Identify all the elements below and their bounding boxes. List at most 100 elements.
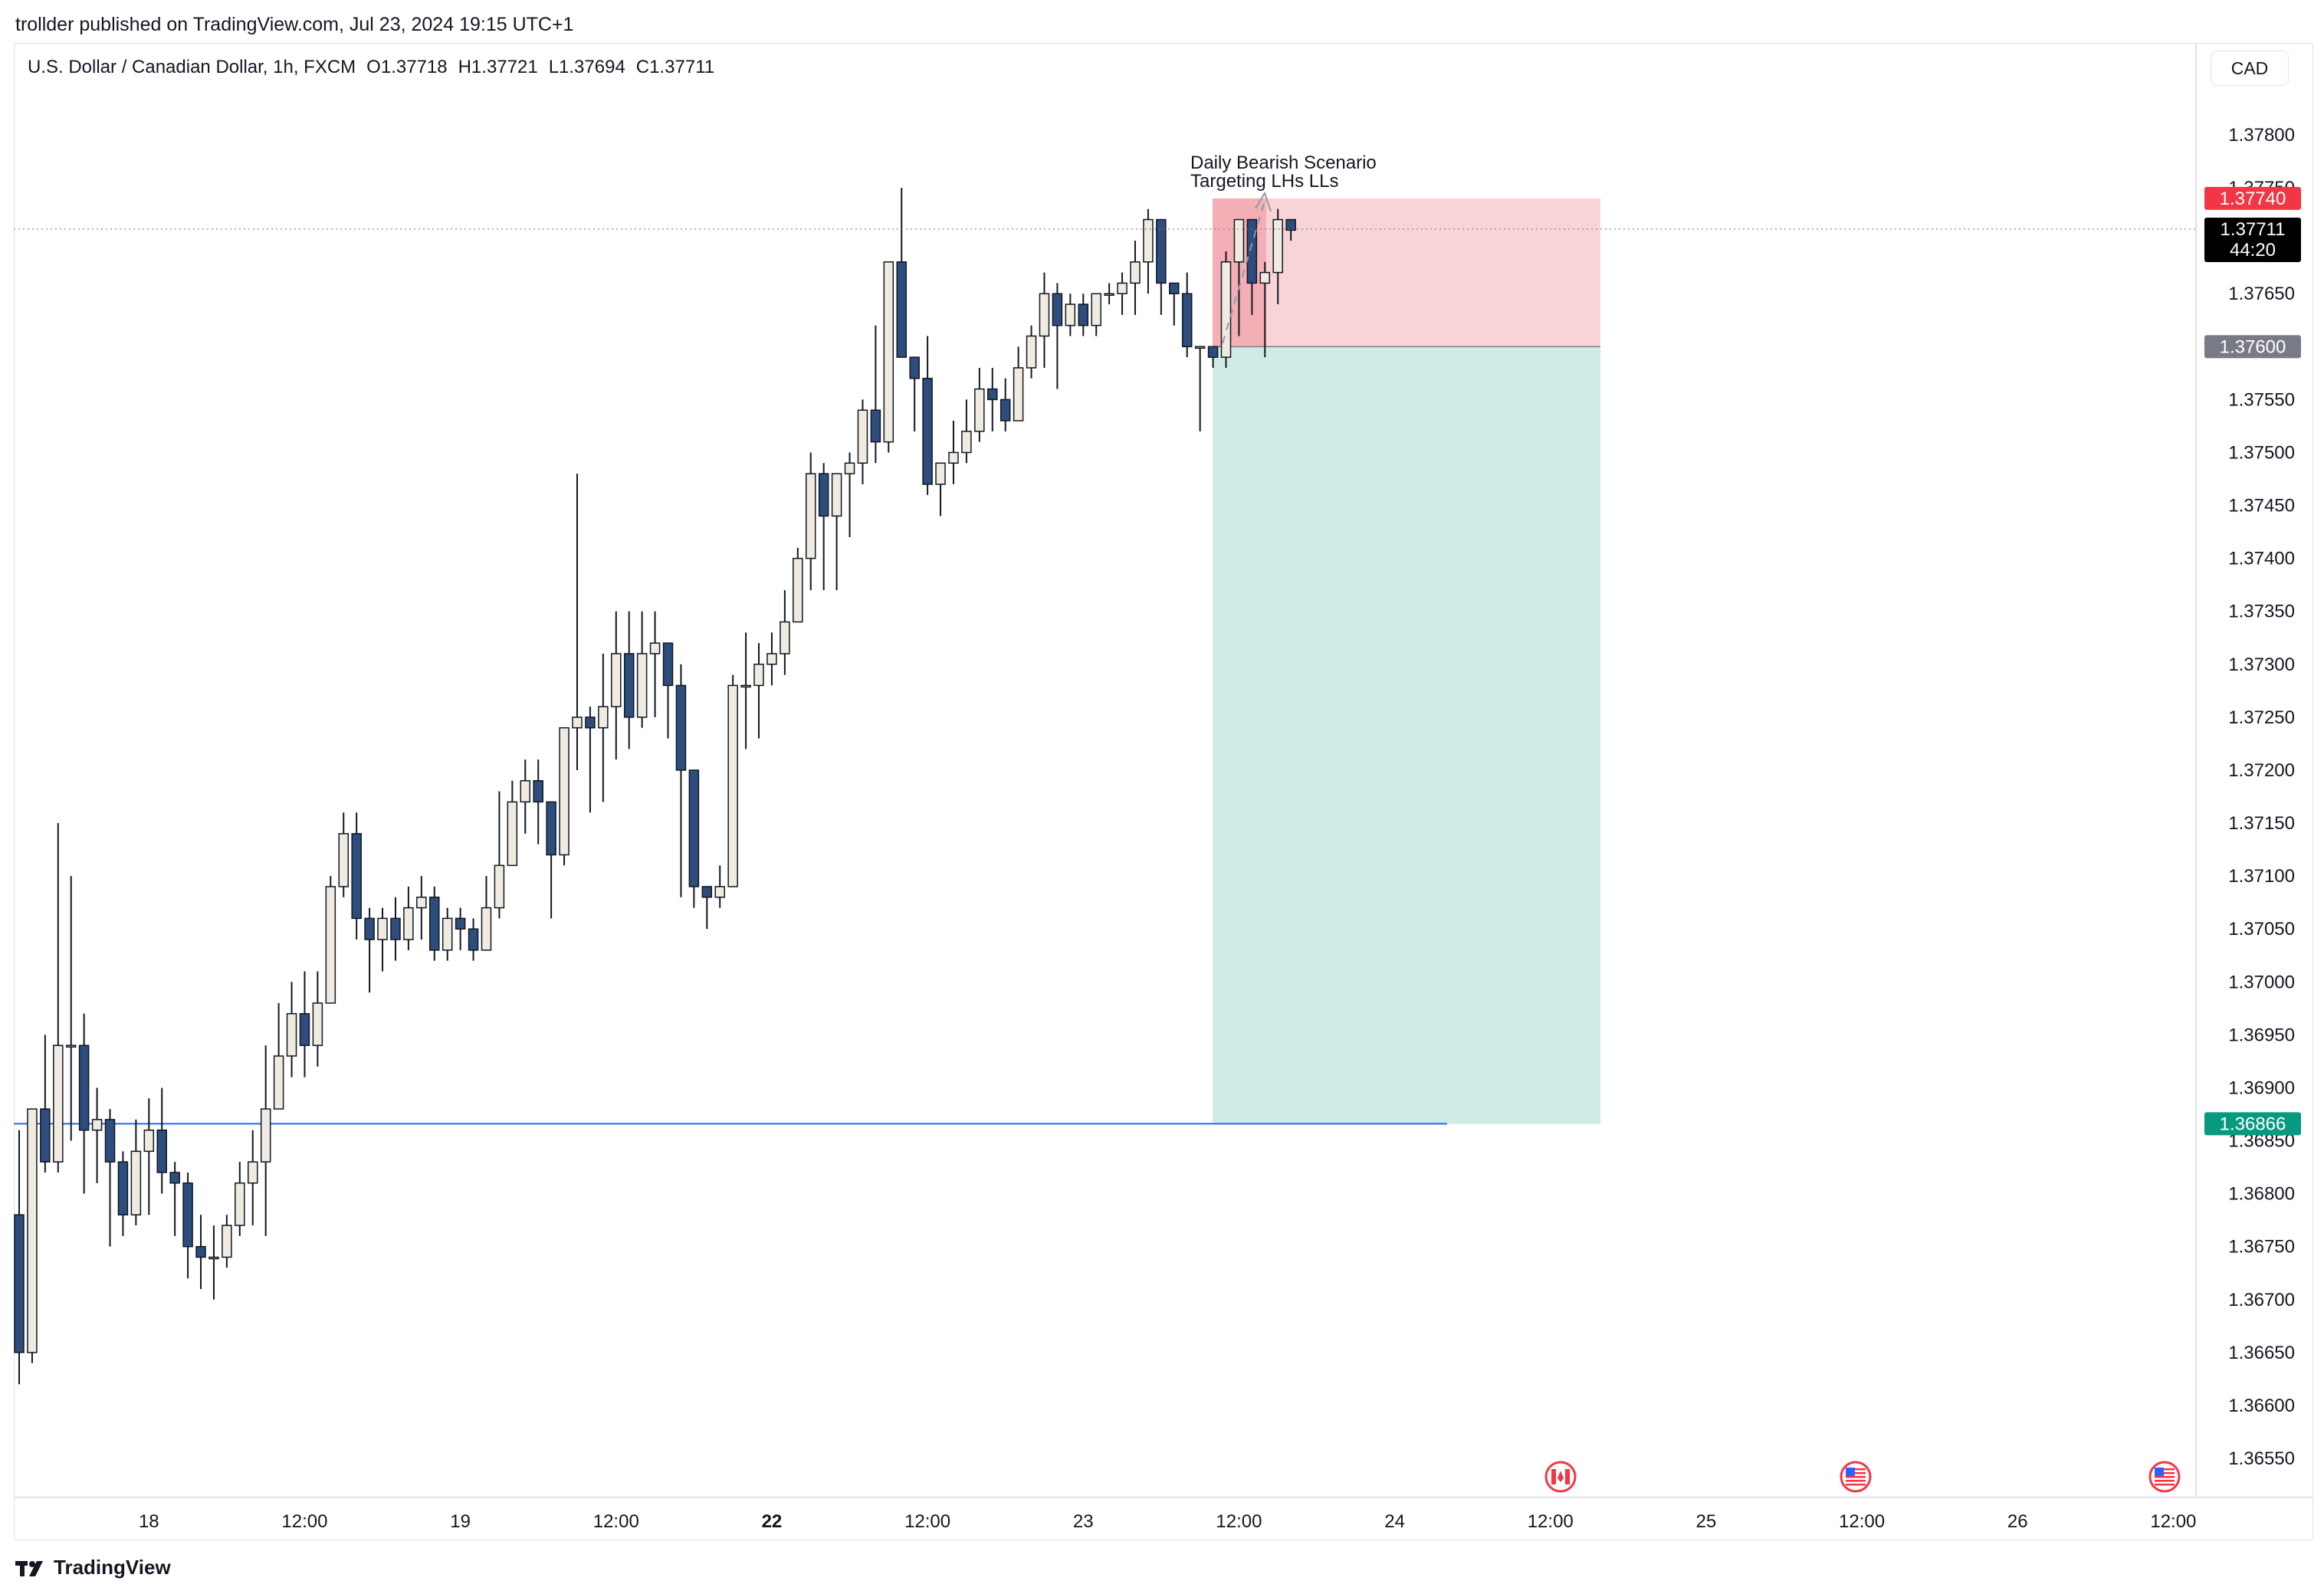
- price-tick-label: 1.36800: [2228, 1184, 2295, 1205]
- bullish-candle: [766, 653, 777, 665]
- price-tick-label: 1.36550: [2228, 1448, 2295, 1469]
- bullish-candle: [65, 1045, 77, 1048]
- bullish-candle: [1233, 218, 1245, 263]
- bearish-candle: [1181, 293, 1193, 348]
- price-tick-label: 1.37500: [2228, 442, 2295, 463]
- bullish-candle: [793, 557, 803, 623]
- candles: [14, 188, 1296, 1385]
- us-flag-icon[interactable]: [1840, 1461, 1872, 1493]
- position-zones[interactable]: [1213, 198, 1600, 1124]
- time-tick-label: 25: [1696, 1511, 1717, 1532]
- bearish-candle: [156, 1129, 167, 1173]
- bearish-candle: [922, 378, 933, 485]
- stop-loss-zone[interactable]: [1213, 198, 1600, 347]
- price-axis[interactable]: 1.378001.377501.376501.375501.375001.374…: [2228, 125, 2295, 1469]
- tradingview-logo-icon: [15, 1560, 43, 1576]
- bullish-candle: [481, 907, 492, 951]
- price-tick-label: 1.37550: [2228, 389, 2295, 410]
- bearish-candle: [987, 388, 998, 401]
- time-tick-label: 12:00: [2150, 1511, 2196, 1532]
- price-tick-label: 1.37650: [2228, 284, 2295, 304]
- chart-frame: [14, 43, 2313, 1540]
- bullish-candle: [1220, 261, 1232, 358]
- bullish-candle: [974, 388, 985, 432]
- high-value: H1.37721: [458, 57, 538, 77]
- last-price-tag-text: 44:20: [2230, 240, 2276, 261]
- brand-name: TradingView: [54, 1556, 171, 1579]
- time-tick-label: 12:00: [904, 1511, 950, 1532]
- price-tick-label: 1.37200: [2228, 760, 2295, 781]
- stop-loss-tag-bg: [2204, 186, 2301, 210]
- price-tick-label: 1.36600: [2228, 1396, 2295, 1416]
- time-tick-label: 19: [450, 1511, 471, 1532]
- price-tick-label: 1.37100: [2228, 866, 2295, 887]
- bullish-candle: [805, 473, 816, 559]
- publish-caption: trollder published on TradingView.com, J…: [15, 14, 574, 35]
- bullish-candle: [1130, 261, 1141, 284]
- bearish-candle: [896, 261, 907, 358]
- bearish-candle: [1169, 282, 1180, 294]
- entry-tag-text: 1.37600: [2220, 336, 2286, 357]
- price-tick-label: 1.37000: [2228, 972, 2295, 992]
- price-tick-label: 1.36900: [2228, 1077, 2295, 1098]
- bearish-candle: [662, 642, 674, 687]
- bullish-candle: [780, 621, 790, 654]
- bearish-candle: [818, 473, 829, 517]
- bearish-candle: [1285, 218, 1296, 231]
- bullish-candle: [572, 717, 583, 729]
- symbol-header: U.S. Dollar / Canadian Dollar, 1h, FXCM O…: [28, 57, 725, 78]
- bullish-candle: [377, 917, 388, 940]
- time-axis[interactable]: 18 12:00 19 12:00 22 12:00 23 12:00 24 12:00 25 12:…: [139, 1511, 2196, 1532]
- bearish-candle: [1000, 398, 1011, 421]
- bullish-candle: [844, 462, 855, 474]
- time-tick-label: 12:00: [1528, 1511, 1574, 1532]
- bearish-candle: [1052, 293, 1063, 326]
- low-value: L1.37694: [548, 57, 625, 77]
- bullish-candle: [1117, 282, 1128, 294]
- bullish-candle: [403, 907, 414, 940]
- bullish-candle: [1194, 346, 1206, 349]
- time-tick-label: 18: [139, 1511, 159, 1532]
- bearish-candle: [104, 1119, 116, 1163]
- bearish-candle: [390, 917, 401, 940]
- currency-button[interactable]: CAD: [2211, 51, 2289, 86]
- bearish-candle: [455, 917, 466, 930]
- bearish-candle: [1207, 346, 1219, 358]
- annotation-line-1: Daily Bearish Scenario: [1190, 153, 1377, 173]
- bearish-candle: [117, 1161, 129, 1215]
- economic-events[interactable]: [1544, 1461, 2181, 1493]
- last-price-tag-text: 1.37711: [2221, 219, 2286, 240]
- time-tick-label: 12:00: [593, 1511, 639, 1532]
- us-flag-icon[interactable]: [2148, 1461, 2181, 1493]
- bearish-candle: [585, 717, 596, 729]
- bullish-candle: [286, 1012, 297, 1057]
- bearish-candle: [40, 1108, 51, 1163]
- bullish-candle: [611, 653, 622, 707]
- bullish-candle: [740, 684, 751, 688]
- tradingview-brand[interactable]: TradingView: [15, 1556, 171, 1579]
- bullish-candle: [260, 1108, 271, 1163]
- time-tick-label: 12:00: [281, 1511, 327, 1532]
- take-profit-zone[interactable]: [1213, 346, 1600, 1124]
- time-tick-label: 26: [2007, 1511, 2028, 1532]
- bullish-candle: [1026, 335, 1037, 369]
- time-tick-label: 12:00: [1216, 1511, 1262, 1532]
- bullish-candle: [961, 431, 972, 454]
- bullish-candle: [235, 1182, 245, 1226]
- canada-flag-icon[interactable]: [1544, 1461, 1577, 1493]
- bullish-candle: [559, 726, 570, 856]
- price-tick-label: 1.37250: [2228, 707, 2295, 728]
- price-tick-label: 1.37800: [2228, 125, 2295, 146]
- bullish-candle: [636, 653, 648, 718]
- bullish-candle: [338, 833, 349, 887]
- bearish-candle: [14, 1214, 25, 1353]
- bullish-candle: [91, 1119, 103, 1131]
- bullish-candle: [143, 1129, 155, 1153]
- bullish-candle: [441, 917, 453, 951]
- bearish-candle: [1156, 218, 1167, 284]
- price-tick-label: 1.36750: [2228, 1237, 2295, 1258]
- bullish-candle: [222, 1225, 232, 1258]
- annotation-arrow-line: [1222, 200, 1265, 344]
